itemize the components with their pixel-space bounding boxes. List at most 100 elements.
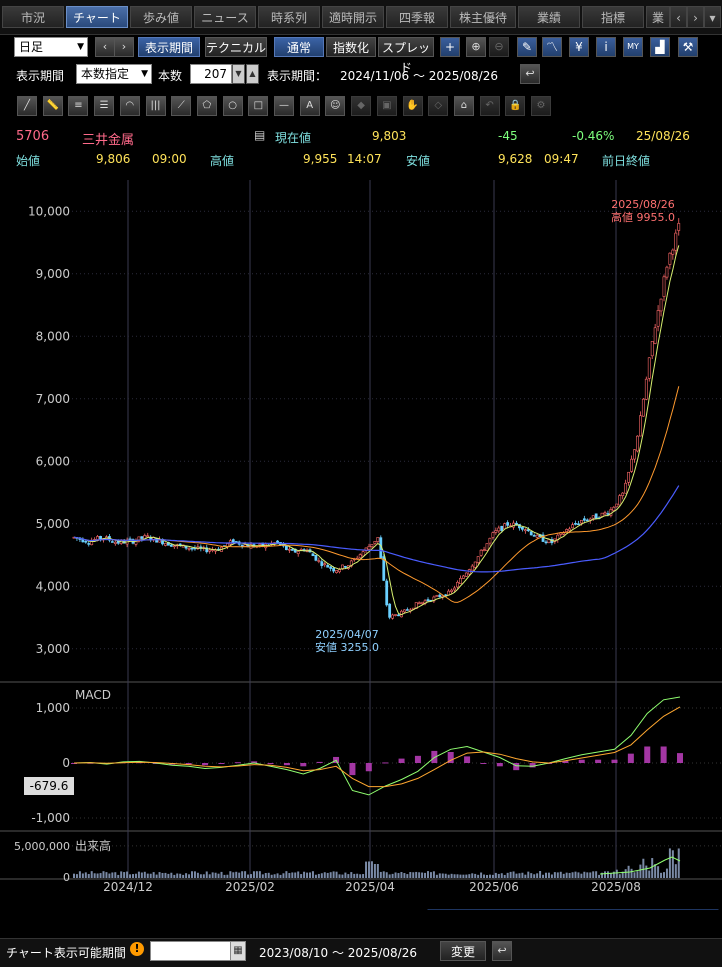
candle-body — [287, 548, 291, 551]
prev-button[interactable]: ‹ — [95, 37, 115, 57]
macd-histogram-bar — [382, 762, 389, 764]
volume-bar — [350, 872, 353, 878]
tab-shikiho[interactable]: 四季報 — [386, 6, 448, 28]
footer-bar — [0, 938, 722, 967]
count-up-icon[interactable]: ▲ — [246, 64, 259, 84]
tab-scroll-left[interactable]: ‹ — [670, 6, 687, 28]
tag-icon[interactable]: ⌂ — [453, 96, 474, 116]
wrench-icon[interactable]: ⚒ — [678, 37, 698, 57]
period-start-input[interactable] — [150, 941, 232, 961]
volume-bar — [220, 871, 223, 878]
lock-icon[interactable]: 🔒 — [505, 96, 526, 116]
stamp-icon[interactable]: ◆ — [351, 96, 372, 116]
candle-body — [674, 232, 678, 251]
candle-body — [367, 546, 371, 550]
candle-body — [467, 569, 471, 575]
lines-icon[interactable]: ≡ — [68, 96, 89, 116]
volume-bar — [450, 873, 453, 878]
candle-body — [665, 266, 669, 278]
tab-market[interactable]: 市況 — [2, 6, 64, 28]
tab-menu[interactable]: ▾ — [704, 6, 721, 28]
zoom-out-icon[interactable]: ⊖ — [489, 37, 509, 57]
fan-icon[interactable]: ⟋ — [171, 96, 192, 116]
candle-body — [582, 518, 586, 521]
volume-bar — [438, 873, 441, 878]
calendar-icon[interactable]: ▦ — [230, 941, 246, 961]
candle-body — [671, 249, 675, 255]
candle-body — [559, 532, 563, 535]
hand-icon[interactable]: ✋ — [402, 96, 423, 116]
info-icon[interactable]: i — [596, 37, 616, 57]
copy-icon[interactable]: ▣ — [376, 96, 397, 116]
tab-disclosure[interactable]: 適時開示 — [322, 6, 384, 28]
line-tool-icon[interactable]: ╱ — [17, 96, 37, 116]
normal-button[interactable]: 通常 — [274, 37, 324, 57]
area-chart-icon[interactable]: ▟ — [650, 37, 670, 57]
pen-icon[interactable]: ✎ — [517, 37, 537, 57]
return-icon[interactable]: ↩ — [520, 64, 540, 84]
my-icon[interactable]: MY — [623, 37, 643, 57]
candle-body — [329, 566, 333, 569]
volume-bar — [671, 850, 674, 878]
candle-body — [432, 596, 436, 602]
candle-body — [134, 540, 138, 545]
undo-icon[interactable]: ↶ — [479, 96, 500, 116]
next-button[interactable]: › — [114, 37, 134, 57]
spread-button[interactable]: スプレッド — [378, 37, 434, 75]
count-input[interactable]: 207 — [190, 64, 232, 84]
candle-body — [228, 540, 232, 545]
settings-icon[interactable]: ⚙ — [531, 96, 551, 116]
tab-timeseries[interactable]: 時系列 — [258, 6, 320, 28]
count-down-icon[interactable]: ▼ — [232, 64, 245, 84]
line-chart-icon[interactable]: 〽 — [542, 37, 562, 57]
volume-bar — [205, 871, 208, 878]
tab-ticks[interactable]: 歩み値 — [130, 6, 192, 28]
period-label: 表示期間 — [16, 69, 65, 83]
ruler-icon[interactable]: 📏 — [42, 96, 63, 116]
yen-icon[interactable]: ¥ — [569, 37, 589, 57]
tab-scroll-right[interactable]: › — [687, 6, 704, 28]
volume-bar — [497, 873, 500, 878]
pentagon-icon[interactable]: ⬠ — [196, 96, 217, 116]
candle-body — [591, 515, 595, 519]
index-button[interactable]: 指数化 — [326, 37, 376, 57]
volume-bar — [185, 873, 188, 878]
macd-histogram-bar — [627, 753, 634, 763]
candle-body — [456, 581, 459, 588]
candle-body — [343, 566, 347, 568]
candle-body — [267, 544, 271, 547]
volume-bar — [663, 872, 665, 878]
tab-news[interactable]: ニュース — [194, 6, 256, 28]
candle-body — [464, 572, 468, 577]
eraser-icon[interactable]: ◇ — [428, 96, 449, 116]
tab-chart[interactable]: チャート — [66, 6, 128, 28]
volume-bar — [356, 873, 359, 878]
crosshair-icon[interactable]: + — [440, 37, 460, 57]
period-type-select[interactable]: 日足 ▼ — [14, 37, 88, 57]
tab-performance-2[interactable]: 業績 — [646, 6, 670, 28]
change-button[interactable]: 変更 — [440, 941, 486, 961]
volume-bar — [140, 872, 143, 878]
candle-body — [556, 534, 560, 540]
macd-histogram-bar — [660, 746, 667, 763]
rectangle-icon[interactable]: □ — [248, 96, 269, 116]
tab-performance[interactable]: 業績 — [518, 6, 580, 28]
zoom-in-icon[interactable]: ⊕ — [466, 37, 486, 57]
display-period-button[interactable]: 表示期間 — [138, 37, 200, 57]
volume-bar — [73, 873, 75, 878]
technical-button[interactable]: テクニカル — [205, 37, 267, 57]
x-tick-label: 2025/08 — [591, 880, 641, 894]
volume-bar — [117, 874, 120, 878]
icon-tool-icon[interactable]: ☺ — [325, 96, 346, 116]
grid-lines-icon[interactable]: ☰ — [94, 96, 115, 116]
reset-icon[interactable]: ↩ — [492, 941, 512, 961]
tab-benefits[interactable]: 株主優待 — [450, 6, 516, 28]
candle-body — [284, 545, 288, 551]
horizontal-line-icon[interactable]: — — [274, 96, 294, 116]
period-mode-select[interactable]: 本数指定 ▼ — [76, 64, 152, 84]
tab-indicators[interactable]: 指標 — [582, 6, 644, 28]
arc-icon[interactable]: ◠ — [119, 96, 140, 116]
text-tool-icon[interactable]: A — [299, 96, 320, 116]
circle-icon[interactable]: ○ — [222, 96, 243, 116]
fibonacci-icon[interactable]: ||| — [145, 96, 166, 116]
